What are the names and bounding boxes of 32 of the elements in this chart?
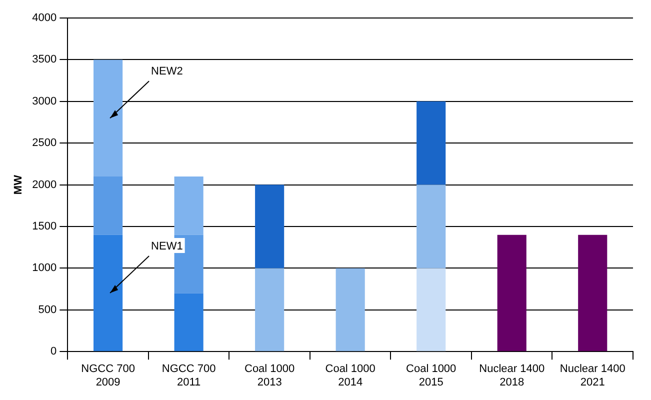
x-tick-label: Coal 1000 2013 xyxy=(244,363,295,388)
text: NEW1 xyxy=(151,240,183,252)
y-tick-label: 2500 xyxy=(32,137,57,150)
x-tick-label: Coal 1000 2014 xyxy=(325,363,376,388)
bar xyxy=(336,268,365,352)
y-axis-title: MW xyxy=(12,174,25,195)
x-tick-label: Nuclear 1400 2018 xyxy=(479,363,545,388)
bar xyxy=(578,234,608,352)
y-tick-label: 0 xyxy=(50,346,57,358)
bar xyxy=(416,184,446,268)
x-tick-label: Nuclear 1400 2021 xyxy=(560,363,626,388)
bar xyxy=(94,234,123,352)
text: NEW2 xyxy=(151,66,183,78)
y-tick-label: 3500 xyxy=(32,54,57,66)
bar xyxy=(94,60,123,176)
x-tick-label: NGCC 700 2011 xyxy=(162,363,216,388)
bar xyxy=(174,293,204,352)
y-tick-label: 1000 xyxy=(32,262,57,274)
bar xyxy=(94,176,123,235)
y-tick-label: 4000 xyxy=(32,12,57,24)
x-tick-label: Coal 1000 2015 xyxy=(406,363,456,388)
y-tick-label: 2000 xyxy=(32,178,57,191)
bar xyxy=(416,101,446,185)
bar xyxy=(255,184,284,268)
bar xyxy=(255,268,284,352)
x-tick-label: NGCC 700 2009 xyxy=(81,363,135,388)
y-tick-label: 500 xyxy=(38,304,57,316)
y-tick-label: 3000 xyxy=(32,95,57,108)
bar xyxy=(416,268,446,352)
bar xyxy=(497,234,526,352)
bar xyxy=(174,176,204,235)
y-tick-label: 1500 xyxy=(32,220,57,233)
